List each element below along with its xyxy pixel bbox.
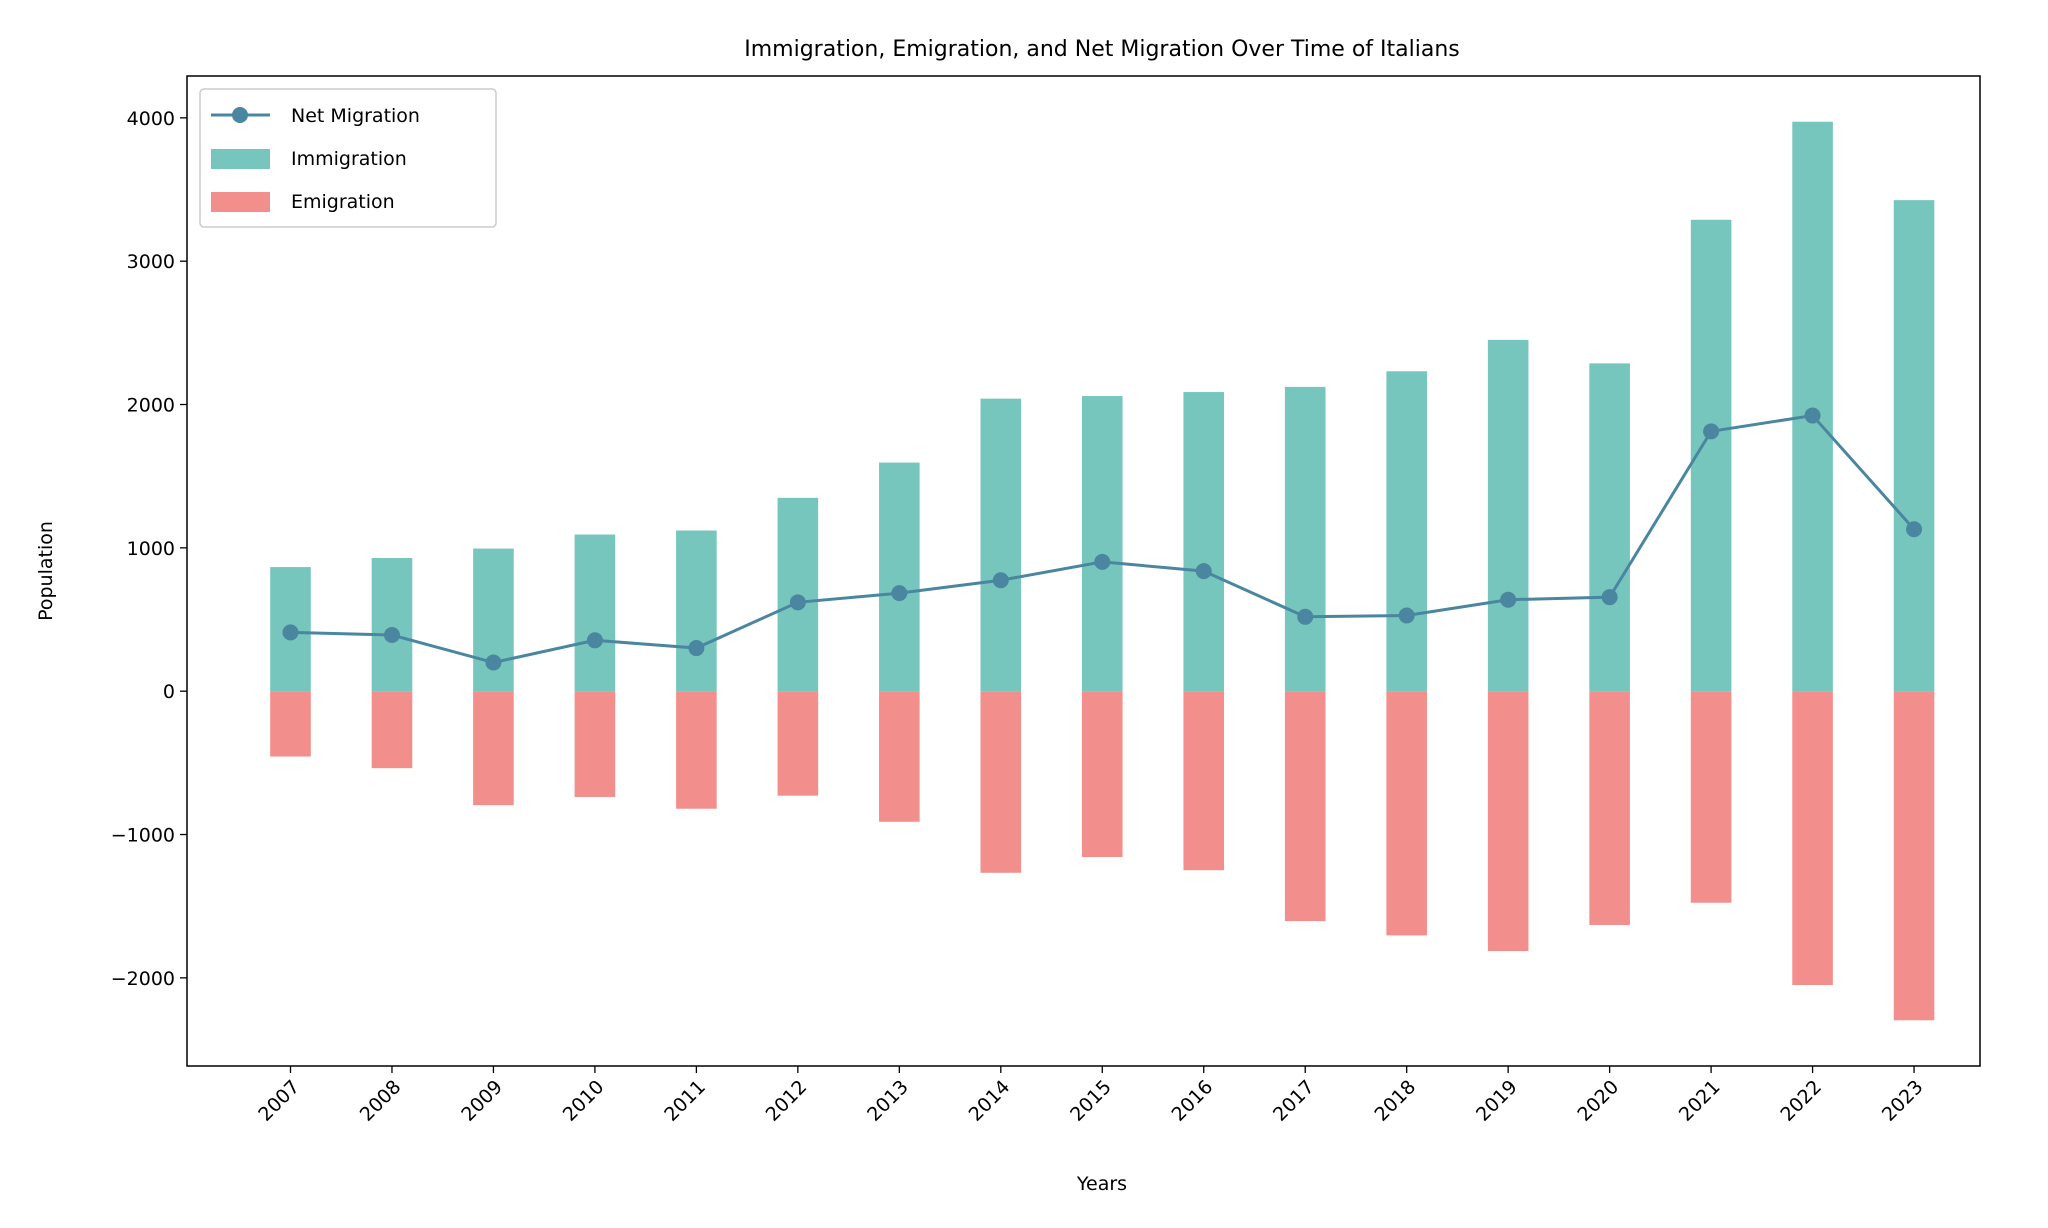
immigration-bar-2016 [1183,392,1225,692]
y-tick-label: −2000 [111,968,175,990]
emigration-bar-2012 [777,691,819,796]
y-axis-label: Population [35,521,57,621]
x-tick-label: 2022 [1776,1076,1826,1126]
net-migration-point-2021 [1703,423,1720,440]
chart-title: Immigration, Emigration, and Net Migrati… [744,37,1460,62]
x-axis: 2007 2008 2009 2010 2011 2012 2013 2014 2015 2016… [254,1066,1928,1126]
x-tick-label: 2011 [660,1076,710,1126]
y-axis: −2000 −1000 0 1000 2000 3000 4000 [111,108,187,990]
net-migration-point-2016 [1195,563,1212,580]
x-tick-label: 2015 [1066,1076,1116,1126]
net-migration-point-2018 [1398,607,1415,624]
legend-marker-swatch [232,107,248,123]
net-migration-point-2009 [485,654,502,671]
x-tick-label: 2014 [965,1076,1015,1126]
emigration-bar-2014 [980,691,1022,873]
emigration-bar-2017 [1284,691,1326,922]
emigration-bar-2013 [879,691,920,822]
y-tick-label: −1000 [111,825,175,847]
net-migration-point-2015 [1094,553,1111,570]
emigration-bar-2023 [1893,691,1935,1021]
emigration-bar-2016 [1183,691,1225,871]
immigration-bar-2019 [1487,339,1529,692]
immigration-bar-2013 [879,462,920,692]
emigration-bar-2009 [473,691,514,806]
emigration-bar-2022 [1792,691,1833,986]
immigration-bar-2014 [980,398,1022,692]
x-tick-label: 2013 [863,1076,913,1126]
net-migration-point-2019 [1500,591,1517,608]
legend-label-immigration: Immigration [291,148,407,170]
net-migration-point-2008 [383,626,400,643]
immigration-bar-2010 [574,534,616,692]
x-tick-label: 2018 [1370,1076,1420,1126]
x-tick-label: 2016 [1168,1076,1218,1126]
x-axis-label: Years [1076,1173,1127,1195]
legend-swatch-emigration [211,192,270,212]
net-migration-point-2022 [1804,407,1821,424]
x-tick-label: 2021 [1675,1076,1725,1126]
bars-layer [270,121,1935,1021]
net-migration-point-2013 [891,585,908,602]
x-tick-label: 2020 [1573,1076,1623,1126]
legend-label-net: Net Migration [291,105,420,127]
legend: Net Migration Immigration Emigration [199,88,497,228]
x-tick-label: 2012 [762,1076,812,1126]
x-tick-label: 2019 [1472,1076,1522,1126]
emigration-bar-2019 [1487,691,1529,952]
emigration-bar-2008 [371,691,413,769]
x-tick-label: 2007 [254,1076,304,1126]
emigration-bar-2015 [1081,691,1123,858]
immigration-bar-2018 [1386,371,1427,692]
net-migration-point-2020 [1601,589,1618,606]
immigration-bar-2017 [1284,386,1326,692]
x-tick-label: 2010 [559,1076,609,1126]
net-migration-point-2017 [1297,608,1314,625]
immigration-bar-2011 [676,530,717,692]
x-tick-label: 2009 [457,1076,507,1126]
emigration-bar-2010 [574,691,616,797]
y-tick-label: 2000 [127,395,175,417]
legend-swatch-immigration [211,149,270,169]
immigration-bar-2008 [371,558,413,692]
emigration-bar-2021 [1690,691,1732,903]
net-migration-point-2007 [282,624,299,641]
emigration-bar-2018 [1386,691,1427,936]
x-tick-label: 2008 [356,1076,406,1126]
x-tick-label: 2017 [1269,1076,1319,1126]
legend-box [199,88,497,228]
y-tick-label: 1000 [127,538,175,560]
plot-frame [186,75,1981,1067]
y-tick-label: 3000 [127,251,175,273]
legend-label-emigration: Emigration [291,191,395,213]
immigration-bar-2022 [1792,121,1833,692]
emigration-bar-2007 [270,691,311,757]
net-migration-point-2011 [688,640,705,657]
emigration-bar-2011 [676,691,717,809]
net-migration-point-2023 [1906,521,1923,538]
y-tick-label: 0 [163,681,175,703]
immigration-bar-2015 [1081,396,1123,692]
net-migration-point-2012 [789,594,806,611]
net-migration-layer [282,407,1923,671]
net-migration-point-2014 [992,572,1009,589]
x-tick-label: 2023 [1878,1076,1928,1126]
net-migration-point-2010 [586,632,603,649]
immigration-bar-2023 [1893,200,1935,692]
emigration-bar-2020 [1589,691,1630,925]
y-tick-label: 4000 [127,108,175,130]
immigration-bar-2020 [1589,363,1630,692]
